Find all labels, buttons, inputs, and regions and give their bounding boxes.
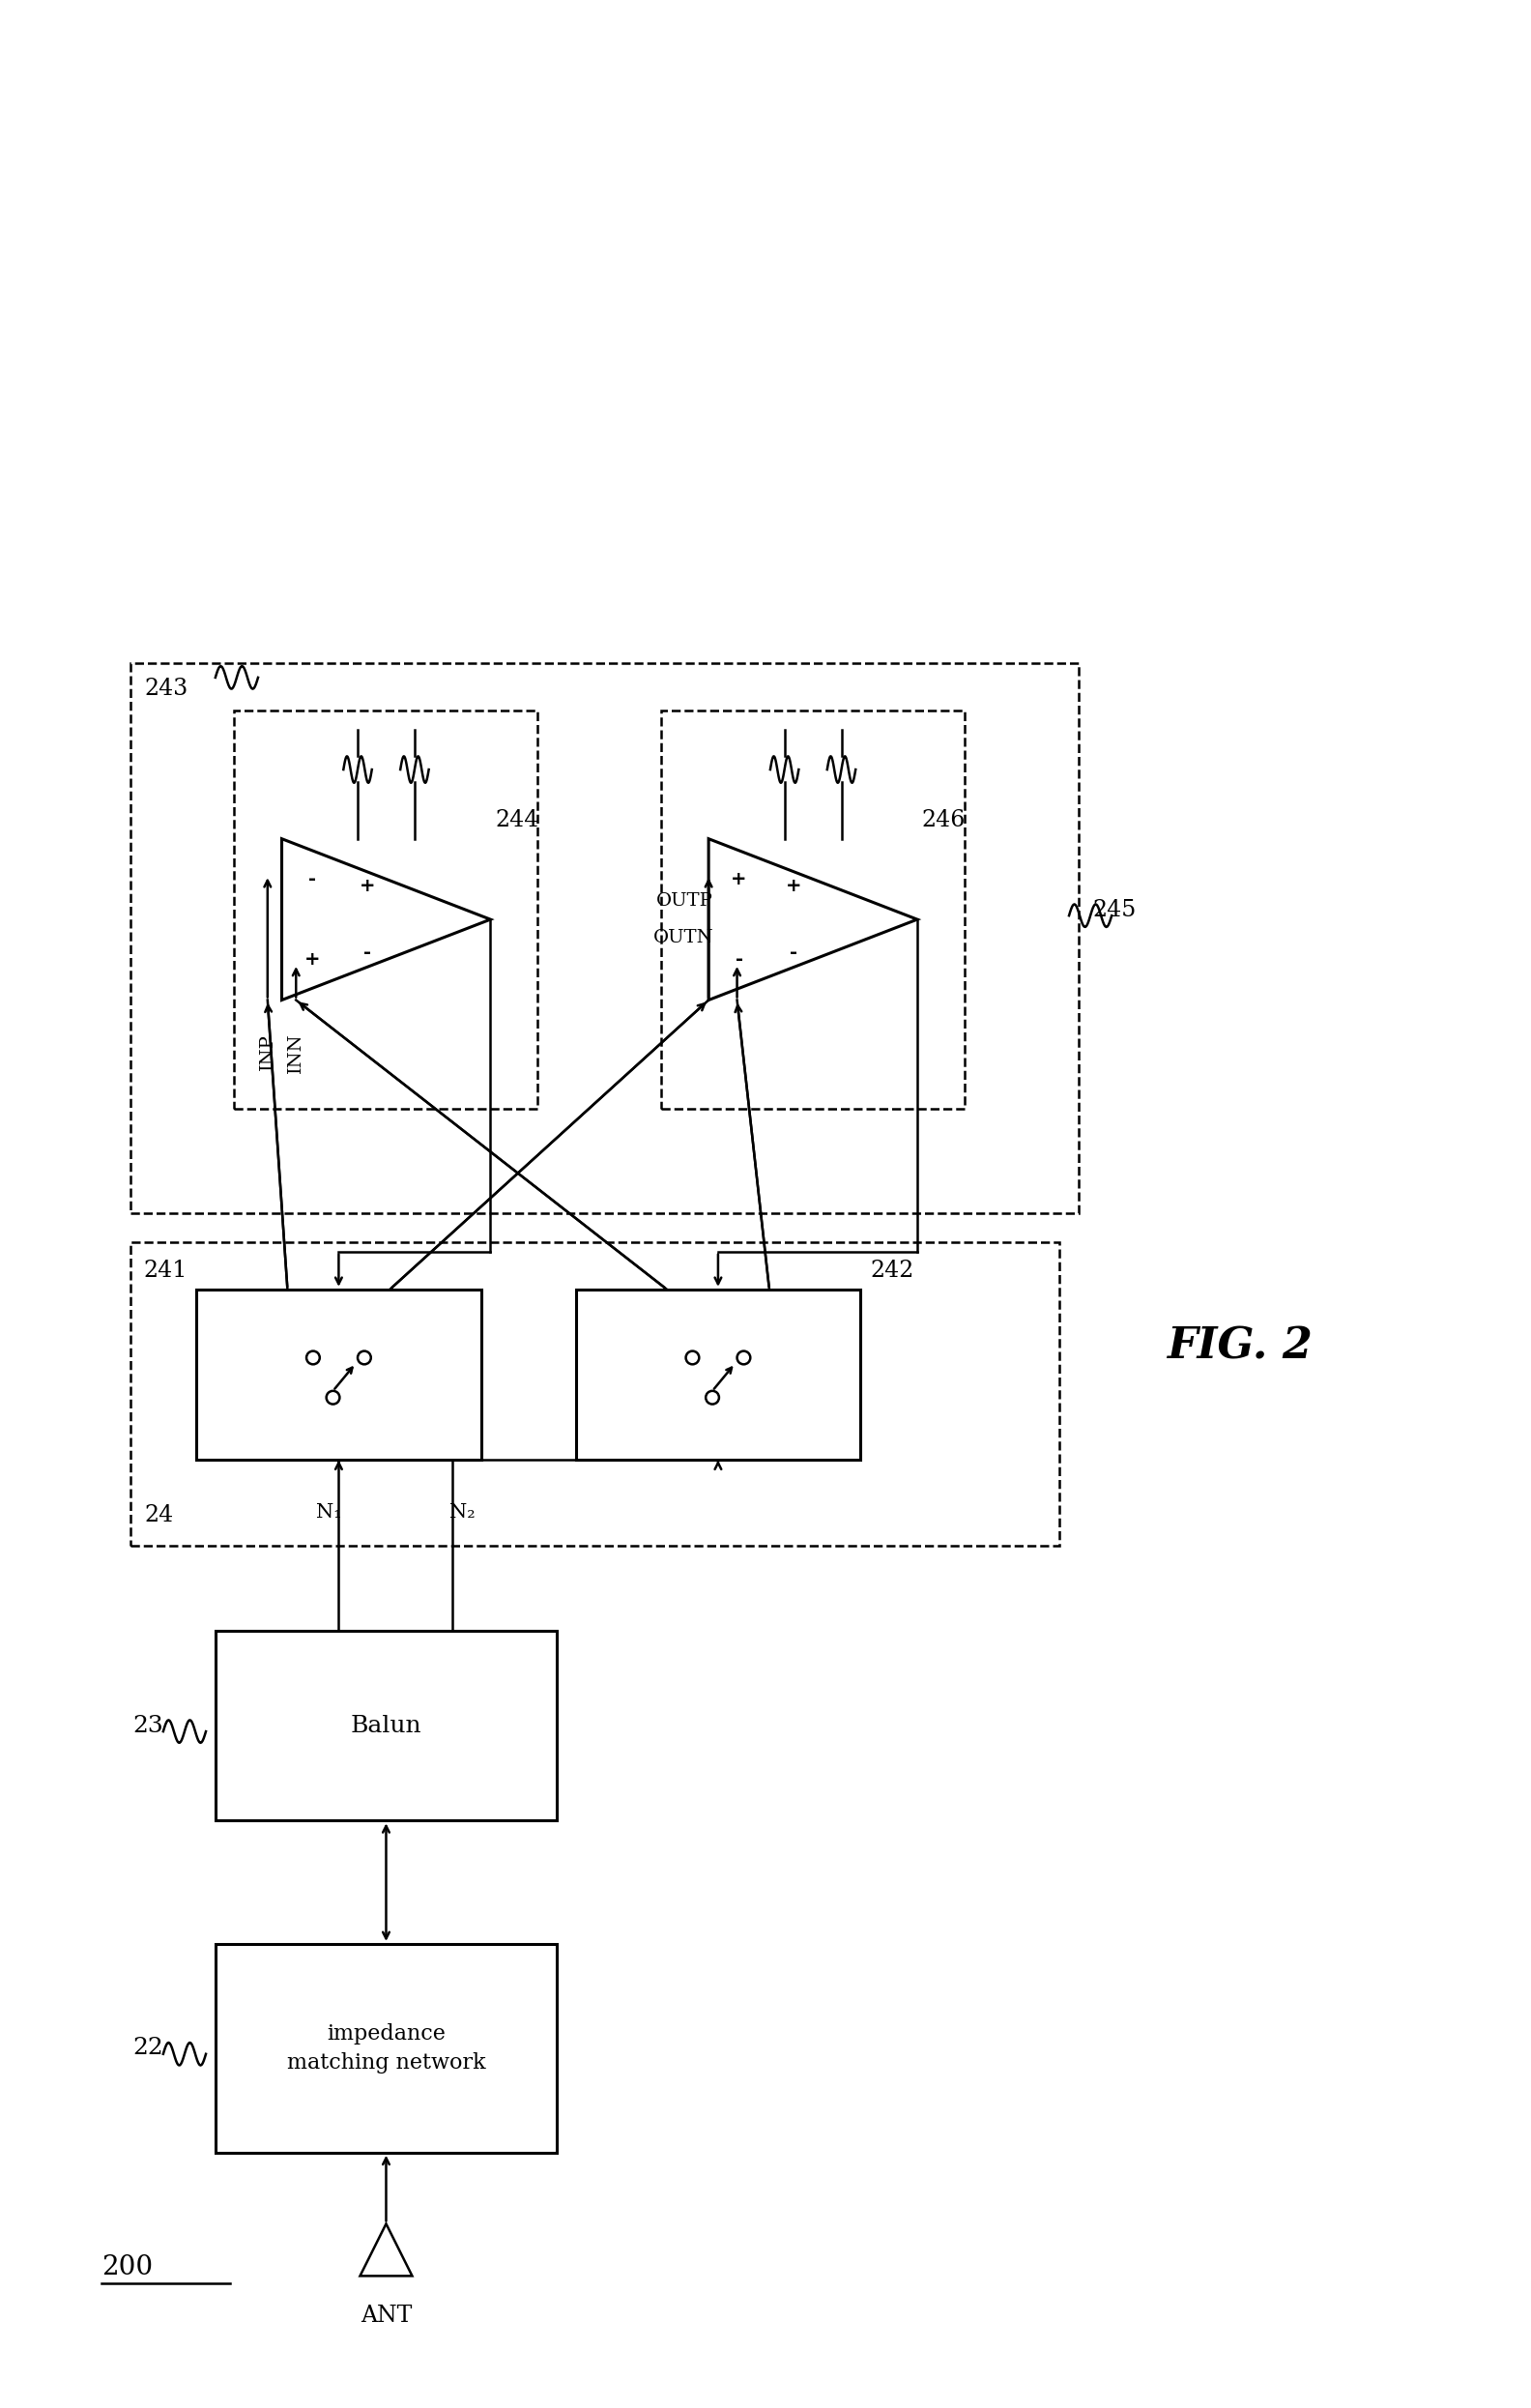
Text: N₂: N₂ (449, 1503, 475, 1522)
Text: +: + (785, 877, 802, 896)
Bar (196, 1288, 481, 1459)
Text: 22: 22 (133, 2037, 164, 2059)
Text: 245: 245 (1093, 898, 1136, 920)
Text: +: + (360, 877, 375, 896)
Text: INP: INP (259, 1033, 276, 1069)
Text: 246: 246 (922, 809, 966, 831)
Text: OUTP: OUTP (657, 893, 713, 910)
Text: ANT: ANT (360, 2304, 412, 2326)
Text: +: + (730, 869, 747, 889)
Text: 243: 243 (144, 677, 188, 701)
Text: N₁: N₁ (317, 1503, 341, 1522)
Text: OUTN: OUTN (652, 929, 713, 946)
Bar (661, 710, 965, 1110)
Text: 23: 23 (133, 1714, 164, 1736)
Text: 24: 24 (144, 1505, 173, 1527)
Text: -: - (363, 944, 371, 961)
Text: 242: 242 (870, 1259, 914, 1281)
Bar (216, 1943, 557, 2153)
Bar (216, 1630, 557, 1820)
Bar (234, 710, 537, 1110)
Text: FIG. 2: FIG. 2 (1167, 1324, 1312, 1368)
Text: -: - (308, 869, 315, 889)
Bar (130, 1243, 1059, 1546)
Text: INN: INN (288, 1033, 305, 1074)
Text: -: - (790, 944, 798, 961)
Text: +: + (305, 951, 320, 968)
Text: 200: 200 (101, 2254, 153, 2280)
Text: Balun: Balun (351, 1714, 421, 1736)
Text: -: - (735, 951, 743, 968)
Bar (576, 1288, 860, 1459)
Text: 244: 244 (495, 809, 539, 831)
Text: impedance
matching network: impedance matching network (286, 2023, 485, 2073)
Bar (130, 662, 1078, 1214)
Text: 241: 241 (142, 1259, 187, 1281)
